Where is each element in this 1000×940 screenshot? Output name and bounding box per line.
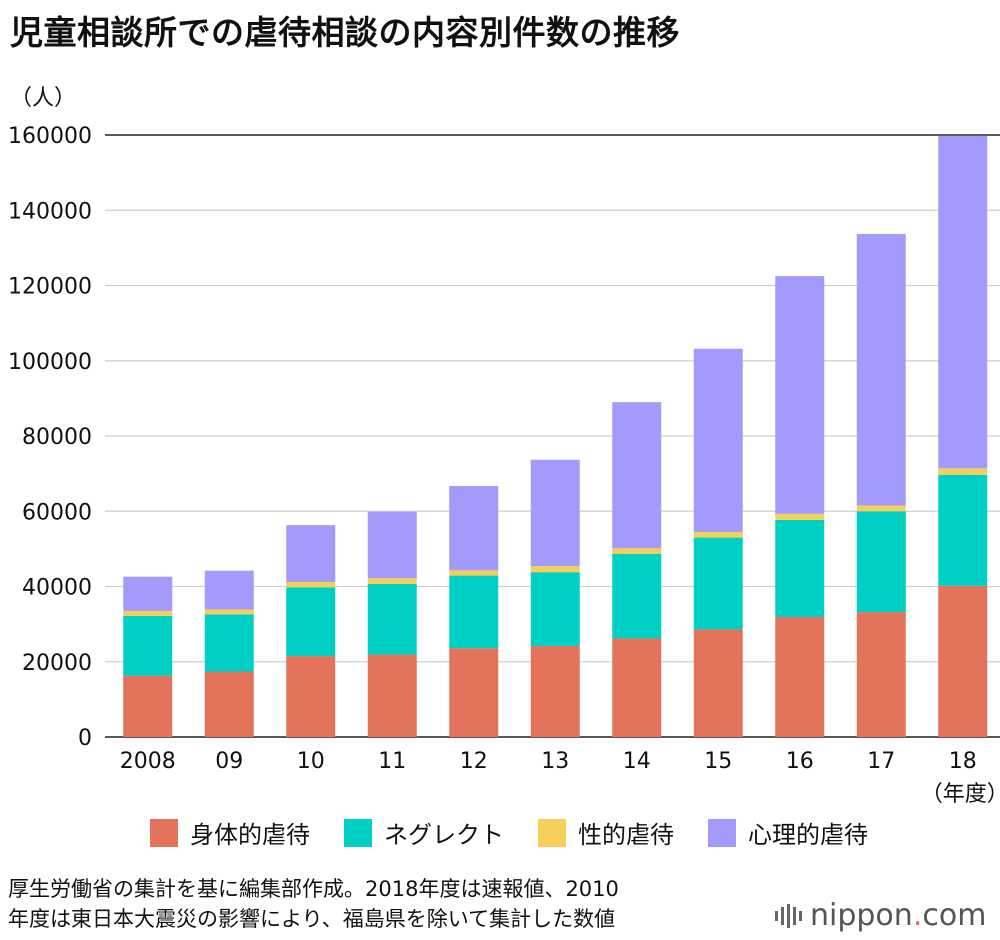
legend-item: 身体的虐待 <box>150 815 310 850</box>
bar-segment <box>123 675 173 737</box>
bar-segment <box>612 402 662 549</box>
bar-segment <box>775 616 825 737</box>
bar-segment <box>449 648 499 737</box>
logo-bars-icon <box>775 903 802 928</box>
source-note: 厚生労働省の集計を基に編集部作成。2018年度は速報値、2010 年度は東日本大… <box>8 874 768 934</box>
legend-swatch <box>344 818 372 847</box>
bar-segment <box>775 519 825 617</box>
legend-label: 身体的虐待 <box>190 821 310 849</box>
bar-segment <box>286 656 336 737</box>
stacked-bar-chart: 0 20000 40000 60000 80000 100000 120000 140000 1… <box>8 124 1000 807</box>
bar-segment <box>775 276 825 514</box>
legend-item: 性的虐待 <box>538 815 674 850</box>
bar-segment <box>449 575 499 649</box>
y-tick-label: 20000 <box>22 651 92 676</box>
bar-segment <box>123 576 173 611</box>
x-tick-label: 10 <box>297 749 325 774</box>
bar-segment <box>693 348 743 532</box>
bar-segment <box>856 505 906 512</box>
x-tick-label: 17 <box>867 749 895 774</box>
nippon-logo: nippon.com <box>775 898 986 933</box>
bar-segment <box>530 459 580 567</box>
bar-segment <box>938 474 988 586</box>
bar-segment <box>775 513 825 520</box>
y-tick-label: 40000 <box>22 576 92 601</box>
logo-tld: com <box>922 898 987 933</box>
bar-segment <box>693 629 743 737</box>
legend-label: 心理的虐待 <box>748 821 868 849</box>
bar-segment <box>938 135 988 469</box>
chart-title: 児童相談所での虐待相談の内容別件数の推移 <box>10 13 680 52</box>
x-tick-label: 11 <box>378 749 406 774</box>
bar-segment <box>612 638 662 737</box>
bar-segment <box>530 572 580 646</box>
bar-group <box>123 135 988 737</box>
bar-segment <box>367 578 417 584</box>
x-tick-label: 12 <box>460 749 488 774</box>
x-tick-label: 18 <box>949 749 977 774</box>
grid-lines <box>105 134 1000 738</box>
x-tick-label: 13 <box>541 749 569 774</box>
bar-segment <box>204 671 254 737</box>
bar-segment <box>204 570 254 610</box>
x-tick-label: 15 <box>704 749 732 774</box>
legend-swatch <box>708 818 736 847</box>
y-tick-label: 60000 <box>22 500 92 525</box>
bar-segment <box>367 654 417 737</box>
bar-segment <box>693 537 743 630</box>
bar-segment <box>367 511 417 579</box>
bar-segment <box>612 553 662 639</box>
legend-swatch <box>538 818 566 847</box>
x-tick-label: 09 <box>215 749 243 774</box>
y-tick-label: 0 <box>78 726 92 751</box>
bar-segment <box>530 645 580 737</box>
bar-segment <box>693 531 743 538</box>
bar-segment <box>123 615 173 676</box>
x-axis-unit-label: （年度） <box>921 782 1000 807</box>
x-tick-label: 16 <box>786 749 814 774</box>
bar-segment <box>449 570 499 576</box>
y-tick-label: 160000 <box>8 124 92 149</box>
bar-segment <box>938 585 988 737</box>
bar-segment <box>286 587 336 657</box>
legend-label: ネグレクト <box>384 821 504 849</box>
logo-name: nippon <box>810 898 913 933</box>
bar-segment <box>938 468 988 475</box>
y-tick-label: 100000 <box>8 350 92 375</box>
bar-segment <box>530 566 580 573</box>
legend-item: 心理的虐待 <box>708 815 868 850</box>
bar-segment <box>204 614 254 672</box>
legend-item: ネグレクト <box>344 815 504 850</box>
legend-swatch <box>150 818 178 847</box>
x-tick-label: 2008 <box>120 749 176 774</box>
bar-segment <box>856 233 906 506</box>
bar-segment <box>286 525 336 582</box>
source-note-line-1: 厚生労働省の集計を基に編集部作成。2018年度は速報値、2010 <box>8 877 619 901</box>
y-tick-label: 120000 <box>8 275 92 300</box>
x-tick-label: 14 <box>623 749 651 774</box>
bar-segment <box>856 511 906 613</box>
bar-segment <box>204 609 254 615</box>
source-note-line-2: 年度は東日本大震災の影響により、福島県を除いて集計した数値 <box>8 907 616 931</box>
y-axis-unit-label: （人） <box>10 86 77 111</box>
axis-labels: 0 20000 40000 60000 80000 100000 120000 140000 1… <box>8 124 1000 807</box>
bar-segment <box>449 486 499 571</box>
bar-segment <box>286 581 336 588</box>
bar-segment <box>123 610 173 616</box>
logo-dot: . <box>912 898 923 933</box>
bar-segment <box>856 612 906 737</box>
legend: 身体的虐待 ネグレクト 性的虐待 心理的虐待 <box>150 815 868 850</box>
bar-segment <box>612 548 662 554</box>
y-tick-label: 140000 <box>8 199 92 224</box>
legend-label: 性的虐待 <box>578 821 674 849</box>
bar-segment <box>367 583 417 655</box>
y-tick-label: 80000 <box>22 425 92 450</box>
